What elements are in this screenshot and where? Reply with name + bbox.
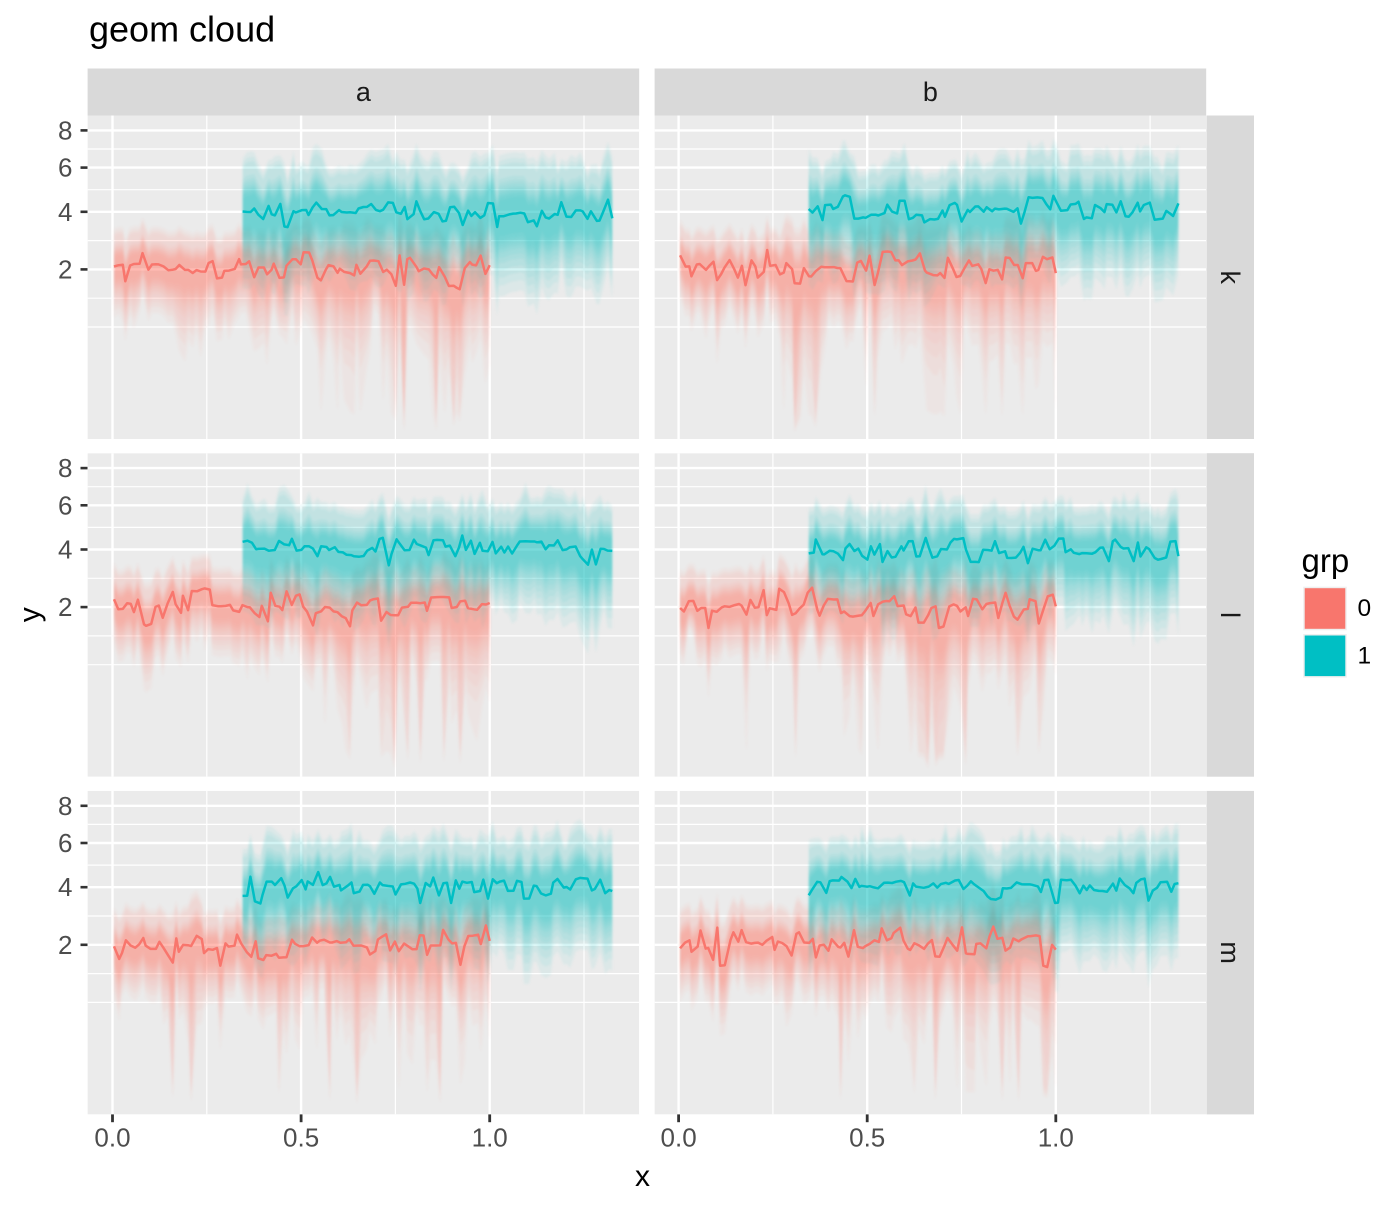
svg-text:0.5: 0.5 (283, 1123, 319, 1153)
svg-text:b: b (923, 77, 938, 107)
svg-text:8: 8 (58, 453, 72, 483)
svg-text:4: 4 (58, 872, 72, 902)
svg-text:0.5: 0.5 (849, 1123, 885, 1153)
svg-text:l: l (1215, 612, 1245, 618)
svg-text:4: 4 (58, 197, 72, 227)
svg-text:1: 1 (1358, 643, 1372, 670)
svg-text:grp: grp (1302, 542, 1350, 579)
svg-text:2: 2 (58, 254, 72, 284)
svg-text:m: m (1215, 941, 1245, 964)
svg-text:6: 6 (58, 490, 72, 520)
svg-text:geom cloud: geom cloud (89, 9, 275, 50)
svg-text:2: 2 (58, 592, 72, 622)
svg-text:8: 8 (58, 115, 72, 145)
svg-text:0.0: 0.0 (94, 1123, 130, 1153)
svg-text:0.0: 0.0 (661, 1123, 697, 1153)
svg-text:6: 6 (58, 828, 72, 858)
svg-text:x: x (635, 1160, 650, 1193)
svg-text:a: a (356, 77, 372, 107)
svg-text:6: 6 (58, 153, 72, 183)
svg-text:2: 2 (58, 930, 72, 960)
svg-text:8: 8 (58, 791, 72, 821)
svg-text:1.0: 1.0 (1038, 1123, 1074, 1153)
svg-text:0: 0 (1358, 595, 1372, 622)
svg-text:k: k (1215, 270, 1245, 284)
svg-text:1.0: 1.0 (472, 1123, 508, 1153)
svg-text:y: y (14, 607, 47, 622)
svg-text:4: 4 (58, 535, 72, 565)
